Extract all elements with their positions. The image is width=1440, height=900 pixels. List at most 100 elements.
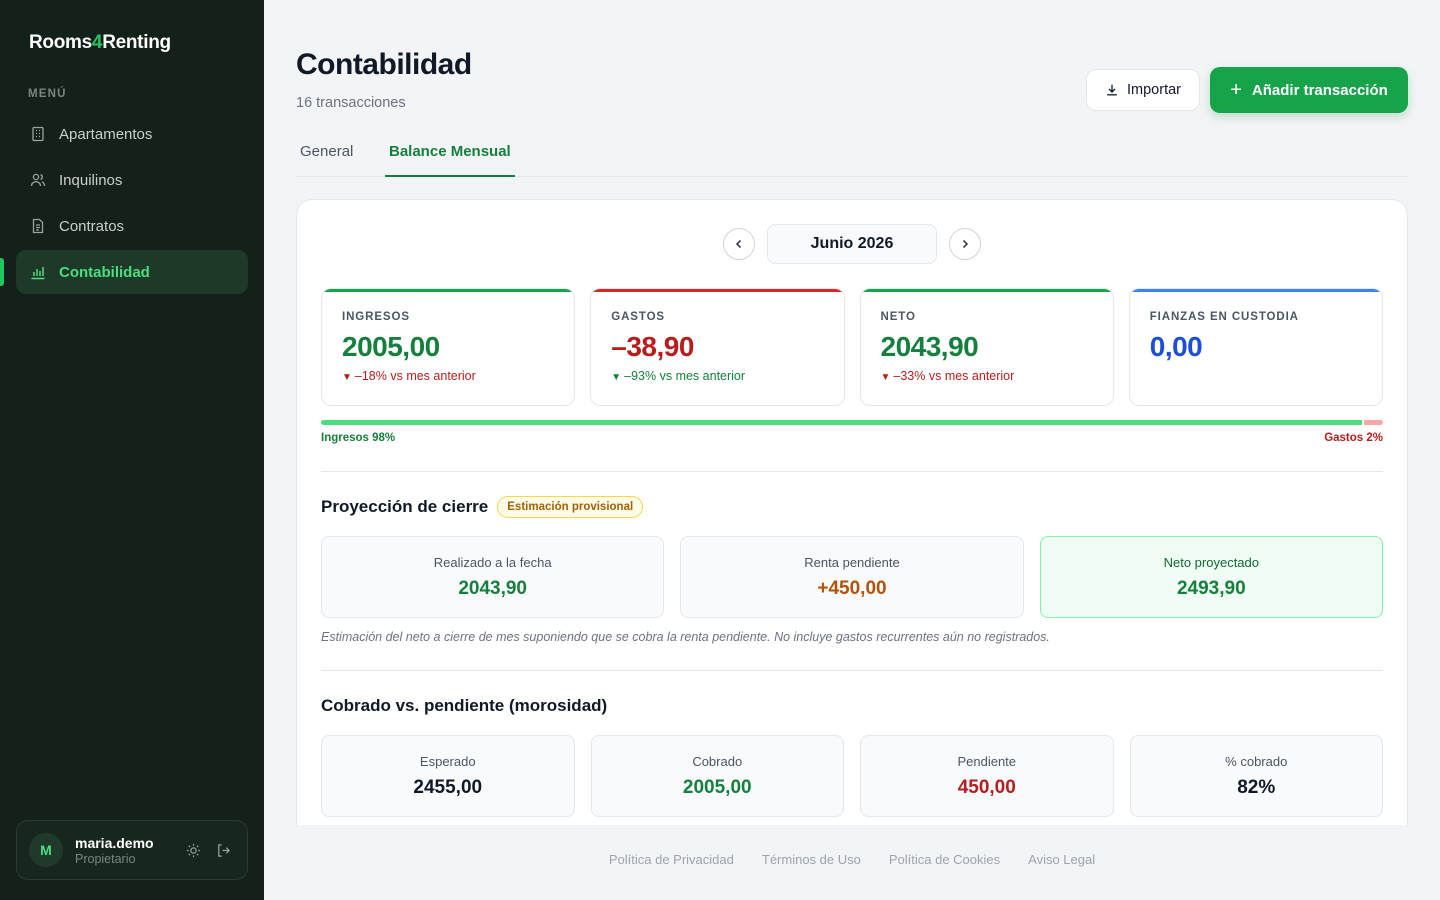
month-navigator: Junio 2026 bbox=[723, 224, 981, 264]
transaction-count: 16 transacciones bbox=[296, 95, 406, 111]
kpi-delta: ▼ –93% vs mes anterior bbox=[611, 369, 823, 383]
sidebar-item-label: Contratos bbox=[59, 217, 125, 235]
card-label: Pendiente bbox=[957, 753, 1017, 769]
card-label: Cobrado bbox=[692, 753, 743, 769]
sidebar-item-label: Apartamentos bbox=[59, 125, 153, 143]
card-value: 2455,00 bbox=[413, 776, 483, 798]
building-icon bbox=[30, 126, 46, 142]
sidebar-item-apartamentos[interactable]: Apartamentos bbox=[16, 112, 248, 156]
sidebar-item-label: Inquilinos bbox=[59, 171, 123, 189]
kpi-row: INGRESOS 2005,00 ▼ –18% vs mes anterior G… bbox=[321, 288, 1383, 406]
expense-share-bar bbox=[1363, 420, 1383, 425]
brand-logo[interactable]: Rooms4Renting bbox=[29, 32, 171, 54]
tab-balance-mensual[interactable]: Balance Mensual bbox=[385, 136, 515, 177]
sidebar-item-contratos[interactable]: Contratos bbox=[16, 204, 248, 248]
kpi-delta-text: –33% vs mes anterior bbox=[893, 369, 1015, 383]
collections-section-title: Cobrado vs. pendiente (morosidad) bbox=[321, 696, 607, 716]
kpi-delta: ▼ –33% vs mes anterior bbox=[881, 369, 1093, 383]
income-share-label: Ingresos 98% bbox=[321, 432, 396, 444]
divider bbox=[321, 670, 1383, 671]
kpi-label: GASTOS bbox=[611, 311, 666, 323]
logout-icon bbox=[217, 843, 230, 857]
collections-card-porcentaje-cobrado: % cobrado 82% bbox=[1129, 735, 1383, 817]
monthly-balance-panel: Junio 2026 INGRESOS 2005,00 ▼ –18% vs mes… bbox=[296, 199, 1408, 825]
theme-toggle-button[interactable] bbox=[181, 838, 205, 862]
add-transaction-label: Añadir transacción bbox=[1251, 81, 1388, 99]
plus-icon: + bbox=[1230, 79, 1242, 101]
previous-month-button[interactable] bbox=[723, 228, 755, 260]
down-triangle-icon: ▼ bbox=[880, 372, 891, 383]
brand-part-2: 4 bbox=[91, 32, 103, 53]
user-role: Propietario bbox=[75, 851, 136, 866]
kpi-card-neto: NETO 2043,90 ▼ –33% vs mes anterior bbox=[859, 288, 1114, 406]
card-value: +450,00 bbox=[817, 577, 887, 599]
down-triangle-icon: ▼ bbox=[611, 372, 622, 383]
footer: Política de Privacidad Términos de Uso P… bbox=[296, 852, 1408, 867]
projection-cards: Realizado a la fecha 2043,90 Renta pendi… bbox=[321, 536, 1383, 618]
kpi-card-gastos: GASTOS –38,90 ▼ –93% vs mes anterior bbox=[590, 288, 845, 406]
active-nav-marker bbox=[0, 258, 4, 286]
card-value: 2493,90 bbox=[1176, 577, 1246, 599]
add-transaction-button[interactable]: + Añadir transacción bbox=[1210, 67, 1408, 113]
chevron-right-icon bbox=[962, 239, 969, 249]
download-icon bbox=[1105, 83, 1119, 97]
brand-part-1: Rooms bbox=[29, 32, 92, 53]
estimate-badge: Estimación provisional bbox=[497, 496, 644, 518]
kpi-delta-text: –93% vs mes anterior bbox=[624, 369, 746, 383]
card-label: Renta pendiente bbox=[804, 554, 900, 570]
card-label: Realizado a la fecha bbox=[433, 554, 552, 570]
sidebar-item-contabilidad[interactable]: Contabilidad bbox=[16, 250, 248, 294]
income-expense-ratio-bar bbox=[321, 420, 1383, 425]
next-month-button[interactable] bbox=[949, 228, 981, 260]
sidebar: Rooms4Renting MENÚ Apartamentos Inquilin… bbox=[0, 0, 264, 900]
kpi-delta: ▼ –18% vs mes anterior bbox=[342, 369, 554, 383]
kpi-value: 0,00 bbox=[1149, 331, 1203, 362]
kpi-value: 2043,90 bbox=[880, 331, 979, 362]
collections-card-cobrado: Cobrado 2005,00 bbox=[590, 735, 844, 817]
ratio-labels: Ingresos 98% Gastos 2% bbox=[321, 432, 1383, 444]
card-value: 2005,00 bbox=[682, 776, 752, 798]
user-card: M maria.demo Propietario bbox=[16, 820, 248, 880]
kpi-label: NETO bbox=[880, 311, 916, 323]
collections-cards: Esperado 2455,00 Cobrado 2005,00 Pendien… bbox=[321, 735, 1383, 817]
collections-card-pendiente: Pendiente 450,00 bbox=[860, 735, 1114, 817]
projection-section-title: Proyección de cierre Estimación provisio… bbox=[321, 496, 644, 518]
card-value: 450,00 bbox=[957, 776, 1016, 798]
expense-share-label: Gastos 2% bbox=[1324, 432, 1383, 444]
import-button[interactable]: Importar bbox=[1086, 69, 1200, 111]
tab-general[interactable]: General bbox=[300, 143, 354, 160]
footer-link-terminos[interactable]: Términos de Uso bbox=[761, 852, 861, 867]
kpi-value: 2005,00 bbox=[342, 331, 440, 362]
chevron-left-icon bbox=[735, 239, 742, 249]
avatar: M bbox=[29, 833, 63, 867]
kpi-label: INGRESOS bbox=[342, 311, 410, 323]
divider bbox=[321, 471, 1383, 472]
card-label: Neto proyectado bbox=[1163, 554, 1260, 570]
footer-link-cookies[interactable]: Política de Cookies bbox=[888, 852, 1001, 867]
users-icon bbox=[30, 172, 46, 188]
kpi-label: FIANZAS EN CUSTODIA bbox=[1149, 311, 1299, 323]
tab-bar: General Balance Mensual bbox=[296, 136, 1408, 177]
card-value: 2043,90 bbox=[458, 577, 527, 599]
sidebar-item-inquilinos[interactable]: Inquilinos bbox=[16, 158, 248, 202]
bar-chart-icon bbox=[30, 264, 46, 280]
projection-title: Proyección de cierre bbox=[321, 497, 489, 516]
kpi-delta-text: –18% vs mes anterior bbox=[354, 369, 476, 383]
kpi-value: –38,90 bbox=[611, 331, 694, 362]
projection-card-realizado: Realizado a la fecha 2043,90 bbox=[321, 536, 665, 618]
footer-link-aviso-legal[interactable]: Aviso Legal bbox=[1028, 852, 1096, 867]
projection-card-renta-pendiente: Renta pendiente +450,00 bbox=[680, 536, 1024, 618]
sidebar-nav: Apartamentos Inquilinos Contratos Contab… bbox=[16, 112, 248, 296]
sun-icon bbox=[186, 843, 200, 857]
brand-part-3: Renting bbox=[102, 32, 171, 53]
projection-note: Estimación del neto a cierre de mes supo… bbox=[321, 630, 1050, 644]
user-info: maria.demo Propietario bbox=[75, 835, 175, 866]
collections-card-esperado: Esperado 2455,00 bbox=[321, 735, 575, 817]
kpi-card-ingresos: INGRESOS 2005,00 ▼ –18% vs mes anterior bbox=[321, 288, 576, 406]
import-button-label: Importar bbox=[1127, 82, 1181, 98]
card-label: % cobrado bbox=[1225, 753, 1288, 769]
current-month[interactable]: Junio 2026 bbox=[767, 224, 937, 264]
logout-button[interactable] bbox=[211, 838, 235, 862]
menu-label: MENÚ bbox=[28, 88, 67, 100]
footer-link-privacidad[interactable]: Política de Privacidad bbox=[608, 852, 734, 867]
